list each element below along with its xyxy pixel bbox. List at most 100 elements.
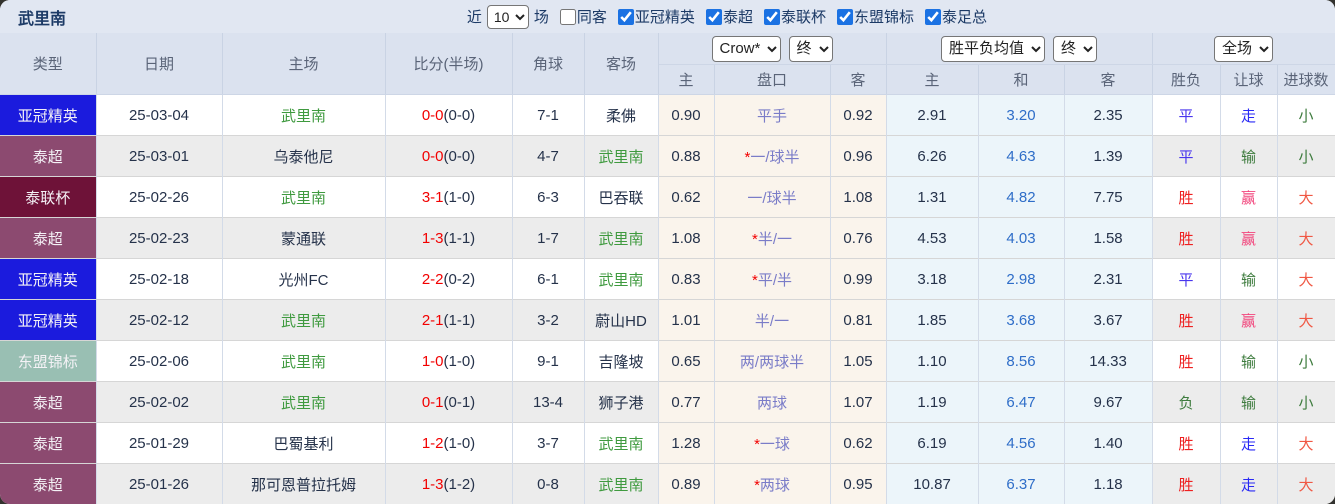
- league-filter-thai-league[interactable]: 泰超: [700, 6, 753, 27]
- league-filter-acl[interactable]: 亚冠精英: [612, 6, 695, 27]
- league-filter-thai-cup[interactable]: 泰联杯: [758, 6, 826, 27]
- away-team-cell[interactable]: 武里南: [584, 463, 659, 504]
- handicap-line-cell: *两球: [714, 463, 831, 504]
- league-checkbox-asean[interactable]: [836, 8, 853, 25]
- same-venue-checkbox[interactable]: [559, 8, 576, 25]
- avg-time-select[interactable]: 终: [1053, 35, 1098, 62]
- handicap-line: 两/两球半: [739, 353, 805, 371]
- avg-home-odds-cell: 1.10: [886, 340, 979, 382]
- handicap-line-cell: 平手: [714, 94, 831, 136]
- top-filter-bar: 武里南 近 10 场 同客 亚冠精英 泰超 泰联杯: [0, 0, 1335, 33]
- avg-home-odds-cell: 4.53: [886, 217, 979, 259]
- away-team-cell[interactable]: 柔佛: [584, 94, 659, 136]
- handicap-line-cell: 半/一: [714, 299, 831, 341]
- odds-time-select[interactable]: 终: [788, 35, 833, 62]
- date-cell: 25-01-26: [96, 463, 223, 504]
- home-team-cell[interactable]: 武里南: [222, 94, 386, 136]
- away-team-cell[interactable]: 武里南: [584, 258, 659, 300]
- col-header-score: 比分(半场): [385, 33, 513, 95]
- home-team-cell[interactable]: 乌泰他尼: [222, 135, 386, 177]
- fulltime-score: 0-0: [421, 147, 444, 165]
- away-team-cell[interactable]: 巴吞联: [584, 176, 659, 218]
- home-team-cell[interactable]: 蒙通联: [222, 217, 386, 259]
- home-team-cell[interactable]: 武里南: [222, 176, 386, 218]
- subheader-avg-draw: 和: [978, 64, 1065, 95]
- handicap-line-cell: *平/半: [714, 258, 831, 300]
- avg-draw-odds-cell: 2.98: [978, 258, 1065, 300]
- subheader-handicap-line: 盘口: [714, 64, 831, 95]
- away-team-cell[interactable]: 武里南: [584, 422, 659, 464]
- date-cell: 25-01-29: [96, 422, 223, 464]
- home-team-cell[interactable]: 武里南: [222, 381, 386, 423]
- corner-cell: 13-4: [512, 381, 585, 423]
- col-header-date: 日期: [96, 33, 223, 95]
- away-team-cell[interactable]: 武里南: [584, 135, 659, 177]
- league-filter-fa-cup[interactable]: 泰足总: [919, 6, 987, 27]
- league-checkbox-fa-cup[interactable]: [924, 8, 941, 25]
- competition-badge: 泰超: [0, 463, 97, 504]
- home-team-cell[interactable]: 武里南: [222, 340, 386, 382]
- away-team-cell[interactable]: 蔚山HD: [584, 299, 659, 341]
- competition-badge: 泰超: [0, 217, 97, 259]
- score-cell: 0-0(0-0): [385, 135, 513, 177]
- handicap-line: 半/一: [757, 230, 792, 248]
- away-team-cell[interactable]: 吉隆坡: [584, 340, 659, 382]
- handicap-away-odds-cell: 1.05: [830, 340, 887, 382]
- goals-result-cell: 大: [1277, 422, 1335, 464]
- avg-group-header: 胜平负均值 终: [886, 33, 1153, 65]
- league-checkbox-thai-league[interactable]: [705, 8, 722, 25]
- corner-cell: 1-7: [512, 217, 585, 259]
- competition-badge: 泰超: [0, 135, 97, 177]
- home-team-cell[interactable]: 光州FC: [222, 258, 386, 300]
- recent-count-select[interactable]: 10: [486, 4, 529, 29]
- date-cell: 25-02-18: [96, 258, 223, 300]
- avg-type-select[interactable]: 胜平负均值: [941, 35, 1046, 62]
- league-filter-asean[interactable]: 东盟锦标: [831, 6, 914, 27]
- avg-away-odds-cell: 1.40: [1064, 422, 1153, 464]
- goals-result-cell: 大: [1277, 299, 1335, 341]
- handicap-away-odds-cell: 0.92: [830, 94, 887, 136]
- away-team-cell[interactable]: 武里南: [584, 217, 659, 259]
- same-venue-label: 同客: [576, 9, 607, 26]
- subheader-result: 胜负: [1152, 64, 1221, 95]
- home-team-cell[interactable]: 那可恩普拉托姆: [222, 463, 386, 504]
- halftime-score: (1-1): [443, 229, 476, 247]
- avg-away-odds-cell: 3.67: [1064, 299, 1153, 341]
- handicap-home-odds-cell: 1.28: [658, 422, 715, 464]
- let-goal-result-cell: 输: [1220, 381, 1278, 423]
- goals-result-cell: 小: [1277, 94, 1335, 136]
- league-label-asean: 东盟锦标: [853, 9, 914, 26]
- scope-select[interactable]: 全场: [1214, 35, 1274, 62]
- goals-result-cell: 大: [1277, 463, 1335, 504]
- home-team-cell[interactable]: 巴蜀基利: [222, 422, 386, 464]
- avg-home-odds-cell: 6.26: [886, 135, 979, 177]
- handicap-home-odds-cell: 0.65: [658, 340, 715, 382]
- let-goal-result-cell: 赢: [1220, 299, 1278, 341]
- handicap-star: *: [754, 435, 760, 453]
- fulltime-score: 1-3: [421, 229, 444, 247]
- handicap-star: *: [751, 230, 758, 248]
- league-checkbox-acl[interactable]: [617, 8, 634, 25]
- avg-draw-odds-cell: 4.03: [978, 217, 1065, 259]
- table-row: 亚冠精英 25-02-18 光州FC 2-2(0-2) 6-1 武里南 0.83…: [0, 258, 1335, 300]
- avg-draw-odds-cell: 3.68: [978, 299, 1065, 341]
- avg-home-odds-cell: 6.19: [886, 422, 979, 464]
- date-cell: 25-02-02: [96, 381, 223, 423]
- handicap-line: 平/半: [757, 271, 792, 289]
- league-checkbox-thai-cup[interactable]: [763, 8, 780, 25]
- corner-cell: 3-2: [512, 299, 585, 341]
- handicap-star: *: [744, 148, 751, 166]
- avg-draw-odds-cell: 4.56: [978, 422, 1065, 464]
- table-row: 亚冠精英 25-03-04 武里南 0-0(0-0) 7-1 柔佛 0.90 平…: [0, 94, 1335, 136]
- goals-result-cell: 小: [1277, 135, 1335, 177]
- avg-away-odds-cell: 14.33: [1064, 340, 1153, 382]
- same-venue-filter[interactable]: 同客: [554, 6, 607, 27]
- odds-company-select[interactable]: Crow*: [711, 35, 781, 62]
- home-team-cell[interactable]: 武里南: [222, 299, 386, 341]
- avg-home-odds-cell: 1.19: [886, 381, 979, 423]
- handicap-away-odds-cell: 0.96: [830, 135, 887, 177]
- let-goal-result-cell: 赢: [1220, 217, 1278, 259]
- corner-cell: 6-1: [512, 258, 585, 300]
- away-team-cell[interactable]: 狮子港: [584, 381, 659, 423]
- subheader-handicap-home: 主: [658, 64, 715, 95]
